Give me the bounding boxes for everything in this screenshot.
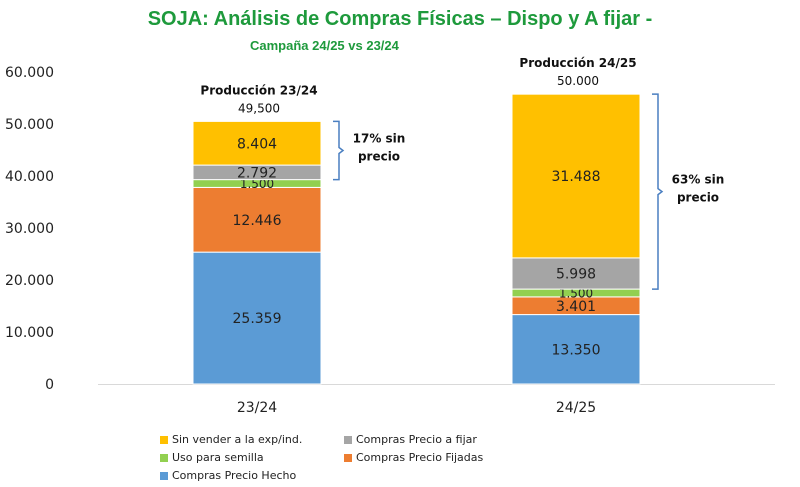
legend-item: Compras Precio a fijar <box>344 433 477 446</box>
legend-item: Compras Precio Hecho <box>160 469 296 482</box>
segment-label: 13.350 <box>552 342 601 358</box>
segment-label: 3.401 <box>556 299 596 315</box>
legend-item: Compras Precio Fijadas <box>344 451 483 464</box>
legend-label: Compras Precio Hecho <box>172 469 297 482</box>
chart-subtitle: Campaña 24/25 vs 23/24 <box>250 38 399 53</box>
y-tick-label: 20.000 <box>5 273 54 289</box>
segment-label: 2.792 <box>237 165 277 181</box>
unpriced-bracket <box>652 93 664 290</box>
chart-title: SOJA: Análisis de Compras Físicas – Disp… <box>147 8 653 30</box>
production-heading: Producción 23/24 <box>200 83 317 97</box>
segment-label: 31.488 <box>552 169 601 185</box>
bar-segment <box>511 314 641 385</box>
legend-item: Sin vender a la exp/ind. <box>160 433 302 446</box>
segment-label: 25.359 <box>233 311 282 327</box>
segment-label: 5.998 <box>556 267 596 283</box>
legend-item: Uso para semilla <box>160 451 264 464</box>
unpriced-bracket <box>333 120 345 181</box>
segment-label: 1.500 <box>240 177 274 191</box>
y-tick-label: 0 <box>45 377 54 393</box>
x-tick-label: 23/24 <box>237 400 277 416</box>
y-tick-label: 40.000 <box>5 169 54 185</box>
production-value: 50.000 <box>557 74 599 88</box>
legend-label: Compras Precio a fijar <box>356 433 477 446</box>
y-tick-label: 30.000 <box>5 221 54 237</box>
y-tick-label: 10.000 <box>5 325 54 341</box>
segment-label: 1.500 <box>559 286 593 300</box>
bar-segment <box>192 251 322 385</box>
chart-legend: Sin vender a la exp/ind. Compras Precio a… <box>160 433 560 487</box>
bar-segment <box>511 257 641 290</box>
production-value: 49,500 <box>238 101 280 115</box>
unpriced-annotation: 63% sin <box>672 173 725 187</box>
segment-label: 8.404 <box>237 136 277 152</box>
legend-label: Sin vender a la exp/ind. <box>172 433 303 446</box>
unpriced-annotation: precio <box>677 191 719 205</box>
y-tick-label: 50.000 <box>5 117 54 133</box>
bar-segment <box>511 93 641 259</box>
legend-label: Uso para semilla <box>172 451 264 464</box>
legend-swatch <box>344 453 352 462</box>
y-tick-label: 60.000 <box>5 65 54 81</box>
unpriced-annotation: precio <box>358 150 400 164</box>
unpriced-annotation: 17% sin <box>353 132 406 146</box>
legend-swatch <box>160 471 168 480</box>
legend-label: Compras Precio Fijadas <box>356 451 484 464</box>
x-tick-label: 24/25 <box>556 400 596 416</box>
legend-swatch <box>160 435 168 444</box>
legend-swatch <box>344 435 352 444</box>
legend-swatch <box>160 453 168 462</box>
production-heading: Producción 24/25 <box>519 56 636 70</box>
segment-label: 12.446 <box>233 213 282 229</box>
bar-segment <box>192 120 322 166</box>
